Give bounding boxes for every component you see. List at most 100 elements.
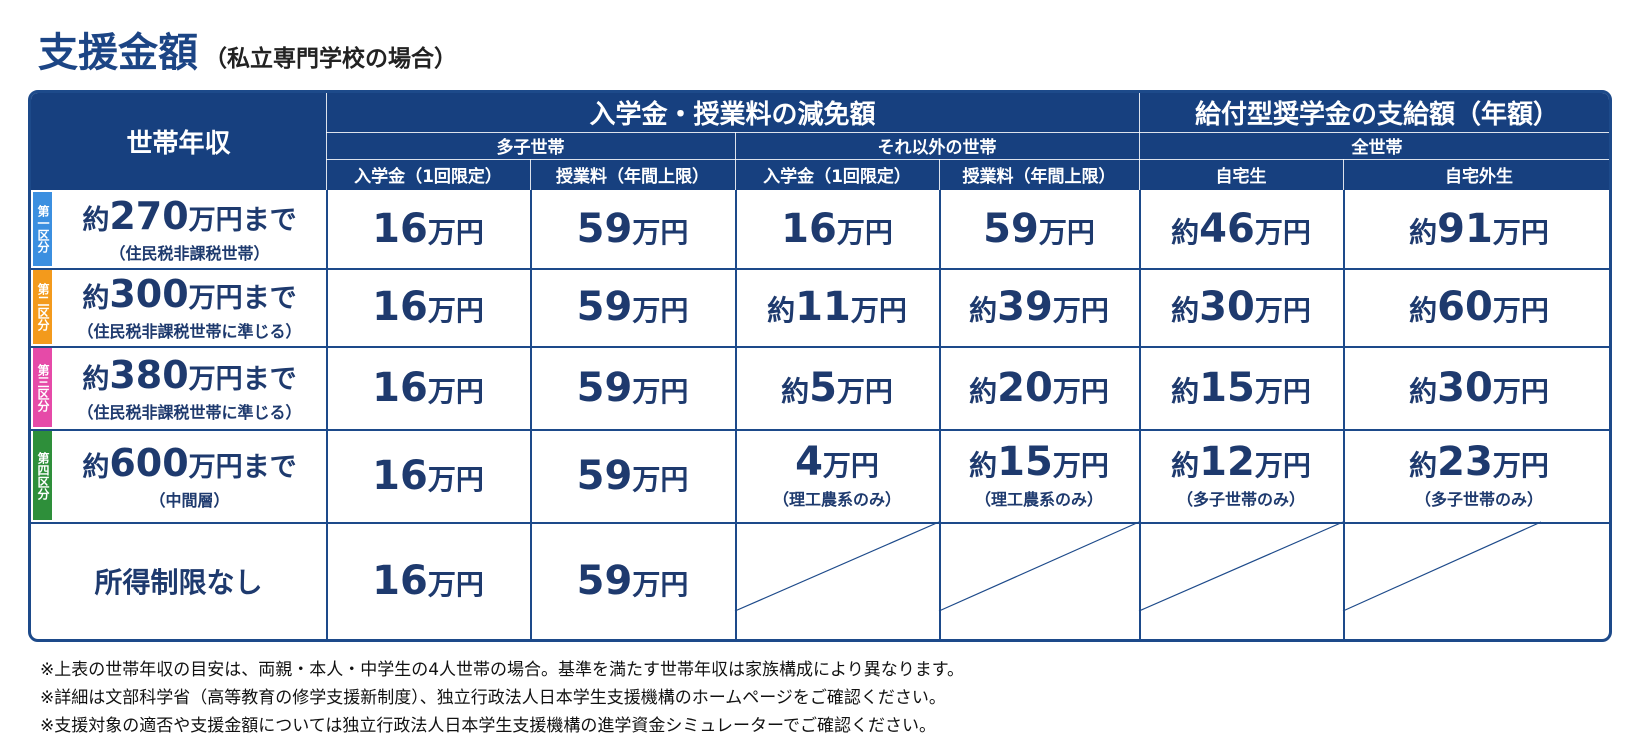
amount-value: 約30万円 (1171, 287, 1311, 327)
column-divider (735, 190, 737, 639)
income-note: （住民税非課税世帯） (109, 244, 270, 263)
income-main: 約300万円まで (82, 272, 296, 316)
amount-prefix: 約 (1409, 374, 1438, 408)
amount-number: 59 (576, 364, 633, 411)
amount-note: （理工農系のみ） (974, 489, 1103, 509)
amount-cell: 約91万円 (1343, 190, 1609, 268)
amount-cell: 約39万円 (939, 268, 1139, 346)
amount-unit: 万円 (1038, 216, 1095, 249)
income-main: 約380万円まで (82, 353, 296, 397)
amount-unit: 万円 (1492, 216, 1549, 249)
header-group-other: それ以外の世帯 (735, 132, 1139, 159)
amount-number: 46 (1199, 206, 1255, 252)
support-amount-table: 世帯年収 入学金・授業料の減免額 給付型奨学金の支給額（年額） 多子世帯 それ以… (28, 90, 1612, 642)
header-col-admission-other: 入学金（1回限定） (735, 159, 939, 190)
amount-prefix: 約 (1171, 374, 1200, 408)
amount-number: 12 (1199, 438, 1255, 485)
title-main: 支援金額 (38, 30, 198, 76)
amount-unit: 万円 (1254, 294, 1311, 327)
amount-value: 約15万円 (1171, 368, 1311, 408)
amount-value: 約12万円 (1171, 442, 1311, 482)
header-col-home: 自宅生 (1139, 159, 1343, 190)
income-number: 270 (109, 194, 189, 238)
amount-number: 16 (781, 206, 837, 252)
amount-cell: 16万円 (326, 429, 530, 522)
income-number: 300 (109, 272, 189, 316)
amount-value: 16万円 (372, 287, 484, 327)
header-group-multi: 多子世帯 (326, 132, 735, 159)
amount-number: 15 (997, 438, 1053, 485)
amount-number: 30 (1437, 364, 1493, 411)
amount-cell: 16万円 (326, 268, 530, 346)
income-note: （住民税非課税世帯に準じる） (77, 402, 302, 422)
amount-value: 4万円 (795, 442, 879, 482)
amount-cell: 4万円 （理工農系のみ） (735, 429, 939, 522)
amount-number: 11 (795, 284, 851, 330)
no-income-limit-label: 所得制限なし (94, 565, 263, 599)
income-cell: 約300万円まで （住民税非課税世帯に準じる） (53, 268, 326, 346)
amount-number: 91 (1437, 206, 1493, 252)
amount-cell: 約15万円 （理工農系のみ） (939, 429, 1139, 522)
income-prefix: 約 (82, 363, 110, 395)
income-cell: 約600万円まで （中間層） (53, 429, 326, 522)
amount-unit: 万円 (822, 448, 879, 482)
amount-note: （理工農系のみ） (772, 489, 901, 509)
amount-cell: 59万円 (530, 346, 735, 429)
amount-number: 59 (983, 206, 1039, 252)
income-prefix: 約 (82, 451, 110, 483)
header-scholarship: 給付型奨学金の支給額（年額） (1139, 93, 1609, 132)
row-divider (31, 268, 1609, 270)
amount-cell: 16万円 (326, 346, 530, 429)
income-unit: 万円まで (188, 283, 297, 314)
amount-value: 16万円 (781, 209, 893, 249)
income-tier-badge: 第三区分 (33, 348, 52, 427)
income-tier-badge: 第二区分 (33, 270, 52, 344)
amount-unit: 万円 (427, 374, 484, 408)
amount-unit: 万円 (1254, 216, 1311, 249)
amount-number: 60 (1437, 284, 1493, 330)
amount-value: 約5万円 (781, 368, 893, 408)
amount-prefix: 約 (1409, 216, 1438, 249)
amount-value: 16万円 (372, 368, 484, 408)
amount-unit: 万円 (1052, 448, 1109, 482)
amount-number: 59 (576, 557, 633, 604)
footnotes: ※上表の世帯年収の目安は、両親・本人・中学生の4人世帯の場合。基準を満たす世帯年… (40, 656, 964, 740)
amount-cell: 約15万円 (1139, 346, 1343, 429)
amount-unit: 万円 (836, 374, 893, 408)
amount-note: （多子世帯のみ） (1414, 489, 1543, 509)
amount-number: 23 (1437, 438, 1493, 485)
income-main: 約270万円まで (82, 194, 296, 238)
row-divider (31, 429, 1609, 431)
income-number: 600 (109, 440, 189, 485)
amount-cell: 約60万円 (1343, 268, 1609, 346)
footnote: ※支援対象の適否や支援金額については独立行政法人日本学生支援機構の進学資金シミュ… (40, 716, 937, 736)
amount-unit: 万円 (427, 462, 484, 496)
amount-unit: 万円 (632, 374, 689, 408)
amount-cell: 約5万円 (735, 346, 939, 429)
amount-cell: 16万円 (326, 190, 530, 268)
column-divider (1139, 190, 1141, 639)
amount-cell: 16万円 (735, 190, 939, 268)
column-divider (939, 190, 941, 639)
amount-prefix: 約 (1171, 216, 1200, 249)
amount-value: 約39万円 (969, 287, 1109, 327)
amount-value: 59万円 (577, 456, 689, 496)
amount-unit: 万円 (1254, 448, 1311, 482)
income-unit: 万円まで (188, 363, 297, 395)
amount-cell: 約46万円 (1139, 190, 1343, 268)
amount-cell: 約11万円 (735, 268, 939, 346)
amount-cell: 約12万円 （多子世帯のみ） (1139, 429, 1343, 522)
income-cell: 約380万円まで （住民税非課税世帯に準じる） (53, 346, 326, 429)
amount-number: 59 (576, 452, 633, 499)
amount-value: 59万円 (577, 561, 689, 601)
amount-unit: 万円 (632, 462, 689, 496)
amount-number: 16 (372, 452, 428, 499)
income-number: 380 (109, 352, 189, 397)
amount-number: 20 (997, 364, 1053, 411)
amount-prefix: 約 (767, 294, 796, 327)
amount-note: （多子世帯のみ） (1176, 489, 1305, 509)
amount-number: 16 (372, 206, 428, 252)
amount-value: 16万円 (372, 456, 484, 496)
income-unit: 万円まで (188, 205, 297, 236)
title-sub: （私立専門学校の場合） (204, 46, 457, 72)
